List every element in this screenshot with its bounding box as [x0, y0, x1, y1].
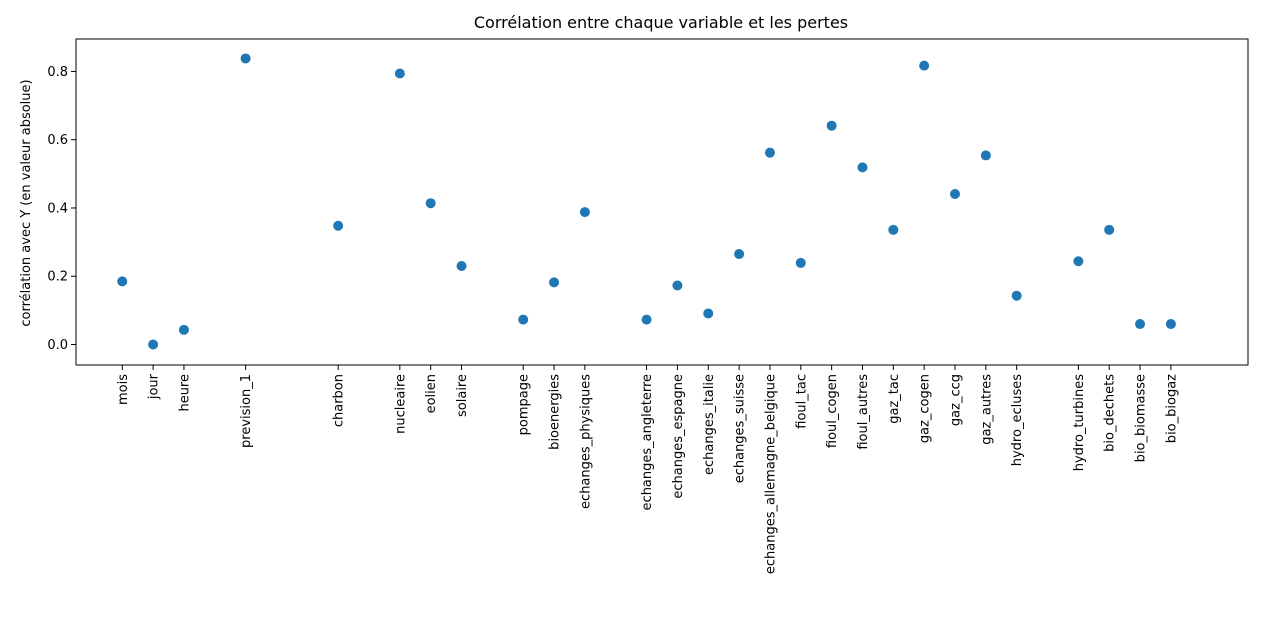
data-point-solaire	[456, 261, 467, 272]
x-tick-label: pompage	[517, 374, 532, 435]
data-point-bioenergies	[549, 277, 560, 288]
x-tick-label: eolien	[424, 374, 439, 413]
x-tick-label: gaz_cogen	[918, 374, 933, 443]
data-point-echanges_suisse	[734, 249, 745, 260]
x-tick-label: bio_dechets	[1103, 374, 1118, 452]
x-tick-label: gaz_autres	[979, 374, 994, 445]
x-tick-label: hydro_turbines	[1072, 374, 1087, 471]
x-tick-label: bio_biogaz	[1164, 374, 1179, 443]
x-tick-label: gaz_ccg	[949, 374, 964, 426]
data-point-gaz_tac	[888, 224, 899, 235]
y-tick-label: 0.4	[47, 201, 68, 216]
data-point-heure	[178, 324, 189, 335]
data-point-echanges_angleterre	[641, 314, 652, 325]
y-tick-label: 0.2	[47, 270, 68, 285]
chart-title: Corrélation entre chaque variable et les…	[474, 13, 848, 32]
data-point-mois	[117, 276, 128, 287]
data-point-hydro_turbines	[1073, 256, 1084, 267]
x-tick-label: echanges_physiques	[578, 374, 593, 509]
plot-frame	[75, 38, 1249, 366]
x-tick-label: echanges_suisse	[733, 374, 748, 483]
y-tick-label: 0.0	[47, 338, 68, 353]
x-tick-label: jour	[147, 373, 162, 400]
data-point-gaz_ccg	[950, 188, 960, 199]
data-point-charbon	[333, 220, 344, 231]
x-tick-label: prevision_1	[239, 374, 254, 448]
x-tick-label: charbon	[332, 374, 347, 427]
x-tick-label: nucleaire	[393, 374, 408, 434]
data-point-echanges_espagne	[672, 280, 683, 291]
data-point-fioul_tac	[795, 257, 806, 268]
x-tick-label: heure	[177, 374, 192, 412]
x-tick-label: echanges_allemagne_belgique	[763, 374, 778, 574]
data-point-bio_biomasse	[1135, 319, 1146, 330]
data-point-nucleaire	[394, 68, 405, 79]
data-point-echanges_physiques	[579, 207, 590, 218]
x-tick-label: echanges_angleterre	[640, 374, 655, 510]
y-tick-label: 0.8	[47, 65, 68, 80]
x-tick-label: solaire	[455, 374, 470, 417]
x-tick-label: gaz_tac	[887, 374, 902, 424]
data-point-fioul_autres	[857, 162, 868, 173]
x-tick-label: mois	[116, 374, 131, 405]
data-point-prevision_1	[240, 53, 251, 64]
data-point-hydro_ecluses	[1011, 290, 1022, 301]
data-point-gaz_cogen	[919, 60, 930, 71]
y-tick-label: 0.6	[47, 133, 68, 148]
x-tick-label: fioul_autres	[856, 374, 871, 450]
data-point-pompage	[518, 314, 529, 325]
data-point-echanges_allemagne_belgique	[764, 147, 775, 158]
data-point-jour	[148, 339, 159, 350]
x-tick-label: bioenergies	[548, 374, 563, 450]
x-tick-label: fioul_cogen	[825, 374, 840, 448]
data-point-gaz_autres	[980, 150, 991, 161]
data-point-echanges_italie	[703, 308, 714, 319]
data-point-bio_dechets	[1104, 224, 1115, 235]
x-tick-label: fioul_tac	[794, 374, 809, 429]
x-tick-label: echanges_italie	[702, 374, 717, 475]
data-point-bio_biogaz	[1165, 319, 1176, 330]
y-axis-label: corrélation avec Y (en valeur absolue)	[19, 79, 34, 326]
data-point-fioul_cogen	[826, 120, 837, 131]
x-axis: mois jour heure prevision_1 charbon nucleaire…	[116, 365, 1179, 574]
y-axis: 0.0 0.2 0.4 0.6 0.8	[47, 65, 76, 353]
data-point-eolien	[425, 198, 436, 209]
x-tick-label: hydro_ecluses	[1010, 374, 1025, 466]
x-tick-label: bio_biomasse	[1134, 374, 1149, 462]
x-tick-label: echanges_espagne	[671, 374, 686, 499]
data-points	[117, 53, 1176, 350]
